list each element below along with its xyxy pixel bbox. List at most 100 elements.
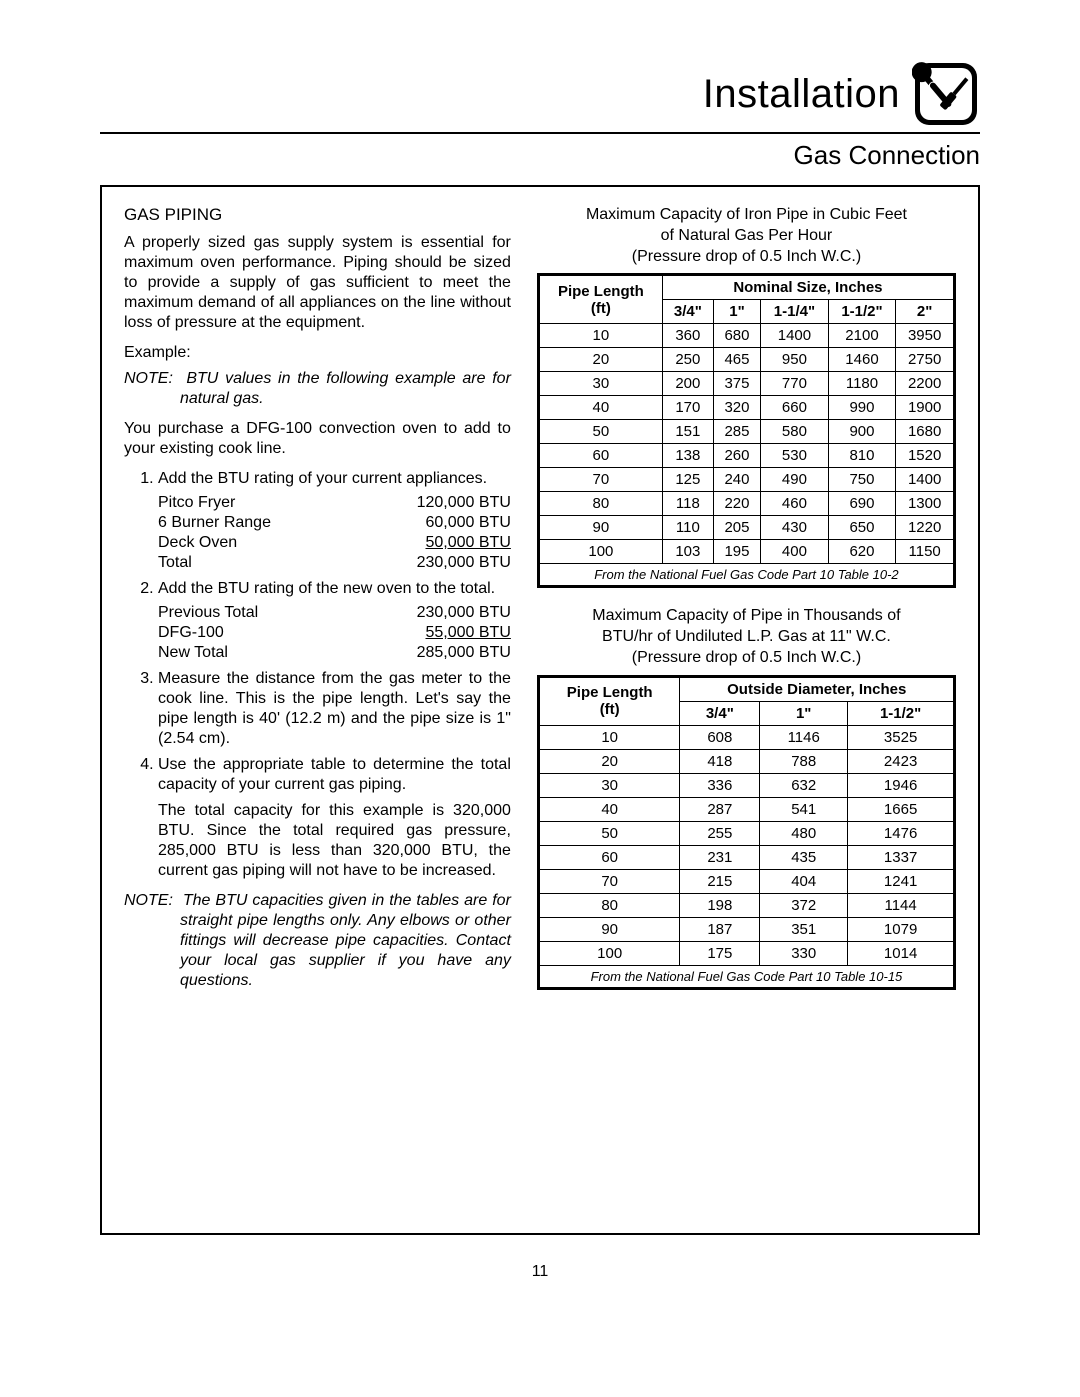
cell-value: 250 (662, 348, 713, 372)
cell-value: 680 (713, 324, 760, 348)
natural-gas-table: Pipe Length(ft)Nominal Size, Inches3/4"1… (539, 275, 954, 586)
cell-value: 418 (680, 749, 760, 773)
step-4: Use the appropriate table to determine t… (158, 755, 511, 881)
gas-piping-heading: GAS PIPING (124, 205, 511, 225)
cell-value: 1680 (896, 420, 954, 444)
cell-value: 1079 (848, 917, 954, 941)
cell-value: 460 (761, 492, 829, 516)
example-label: Example: (124, 343, 511, 363)
cell-value: 1900 (896, 396, 954, 420)
cell-value: 215 (680, 869, 760, 893)
cell-value: 1144 (848, 893, 954, 917)
cell-value: 285 (713, 420, 760, 444)
btu-value: 230,000 BTU (417, 553, 511, 573)
cell-value: 770 (761, 372, 829, 396)
table-footnote: From the National Fuel Gas Code Part 10 … (539, 564, 953, 586)
cell-value: 1300 (896, 492, 954, 516)
row-length: 10 (539, 324, 662, 348)
note2-body: The BTU capacities given in the tables a… (180, 892, 511, 989)
table1-cap-l1: Maximum Capacity of Iron Pipe in Cubic F… (586, 206, 907, 223)
cell-value: 990 (828, 396, 896, 420)
row-length: 30 (539, 372, 662, 396)
btu-value: 120,000 BTU (417, 493, 511, 513)
cell-value: 750 (828, 468, 896, 492)
table-row: 901102054306501220 (539, 516, 953, 540)
cell-value: 490 (761, 468, 829, 492)
btu-row: Deck Oven50,000 BTU (158, 533, 511, 553)
col-header: 1-1/2" (828, 300, 896, 324)
col-header: 1-1/2" (848, 701, 954, 725)
cell-value: 480 (760, 821, 848, 845)
row-length: 20 (539, 348, 662, 372)
btu-block-2: Previous Total230,000 BTUDFG-10055,000 B… (158, 603, 511, 663)
cell-value: 650 (828, 516, 896, 540)
step4b-text: The total capacity for this example is 3… (158, 801, 511, 881)
btu-value: 230,000 BTU (417, 603, 511, 623)
cell-value: 1337 (848, 845, 954, 869)
cell-value: 660 (761, 396, 829, 420)
cell-value: 1241 (848, 869, 954, 893)
row-label-header: Pipe Length(ft) (539, 276, 662, 324)
btu-label: Pitco Fryer (158, 493, 235, 513)
step2-text: Add the BTU rating of the new oven to th… (158, 580, 495, 597)
btu-label: Previous Total (158, 603, 258, 623)
table-row: 1060811463525 (539, 725, 953, 749)
btu-row: Pitco Fryer 120,000 BTU (158, 493, 511, 513)
note-2: NOTE: The BTU capacities given in the ta… (124, 891, 511, 991)
cell-value: 110 (662, 516, 713, 540)
cell-value: 198 (680, 893, 760, 917)
cell-value: 336 (680, 773, 760, 797)
cell-value: 138 (662, 444, 713, 468)
cell-value: 1520 (896, 444, 954, 468)
table-row: 702154041241 (539, 869, 953, 893)
cell-value: 351 (760, 917, 848, 941)
cell-value: 1665 (848, 797, 954, 821)
cell-value: 240 (713, 468, 760, 492)
btu-value: 60,000 BTU (426, 513, 511, 533)
table-footnote: From the National Fuel Gas Code Part 10 … (539, 965, 953, 987)
btu-row: New Total285,000 BTU (158, 643, 511, 663)
purchase-text: You purchase a DFG-100 convection oven t… (124, 419, 511, 459)
cell-value: 1150 (896, 540, 954, 564)
cell-value: 1400 (761, 324, 829, 348)
cell-value: 220 (713, 492, 760, 516)
cell-value: 175 (680, 941, 760, 965)
table-row: 602314351337 (539, 845, 953, 869)
col-header: 1" (713, 300, 760, 324)
step-2: Add the BTU rating of the new oven to th… (158, 579, 511, 663)
row-length: 90 (539, 917, 680, 941)
table-row: 10360680140021003950 (539, 324, 953, 348)
table-row: 204187882423 (539, 749, 953, 773)
step1-text: Add the BTU rating of your current appli… (158, 470, 487, 487)
cell-value: 2200 (896, 372, 954, 396)
btu-label: DFG-100 (158, 623, 224, 643)
cell-value: 608 (680, 725, 760, 749)
cell-value: 900 (828, 420, 896, 444)
col-header: 1-1/4" (761, 300, 829, 324)
btu-label: Total (158, 553, 192, 573)
table-row: 801983721144 (539, 893, 953, 917)
row-length: 70 (539, 468, 662, 492)
row-length: 50 (539, 821, 680, 845)
col-header: 3/4" (662, 300, 713, 324)
cell-value: 2100 (828, 324, 896, 348)
table1-wrap: Pipe Length(ft)Nominal Size, Inches3/4"1… (537, 273, 956, 588)
cell-value: 788 (760, 749, 848, 773)
table1-caption: Maximum Capacity of Iron Pipe in Cubic F… (537, 205, 956, 267)
cell-value: 580 (761, 420, 829, 444)
cell-value: 1476 (848, 821, 954, 845)
note-1: NOTE: BTU values in the following exampl… (124, 369, 511, 409)
cell-value: 435 (760, 845, 848, 869)
cell-value: 2423 (848, 749, 954, 773)
row-length: 70 (539, 869, 680, 893)
cell-value: 950 (761, 348, 829, 372)
cell-value: 530 (761, 444, 829, 468)
cell-value: 430 (761, 516, 829, 540)
step4a-text: Use the appropriate table to determine t… (158, 756, 511, 793)
cell-value: 3525 (848, 725, 954, 749)
table-row: 501512855809001680 (539, 420, 953, 444)
step-3: Measure the distance from the gas meter … (158, 669, 511, 749)
intro-paragraph: A properly sized gas supply system is es… (124, 233, 511, 333)
cell-value: 260 (713, 444, 760, 468)
col-header: 3/4" (680, 701, 760, 725)
